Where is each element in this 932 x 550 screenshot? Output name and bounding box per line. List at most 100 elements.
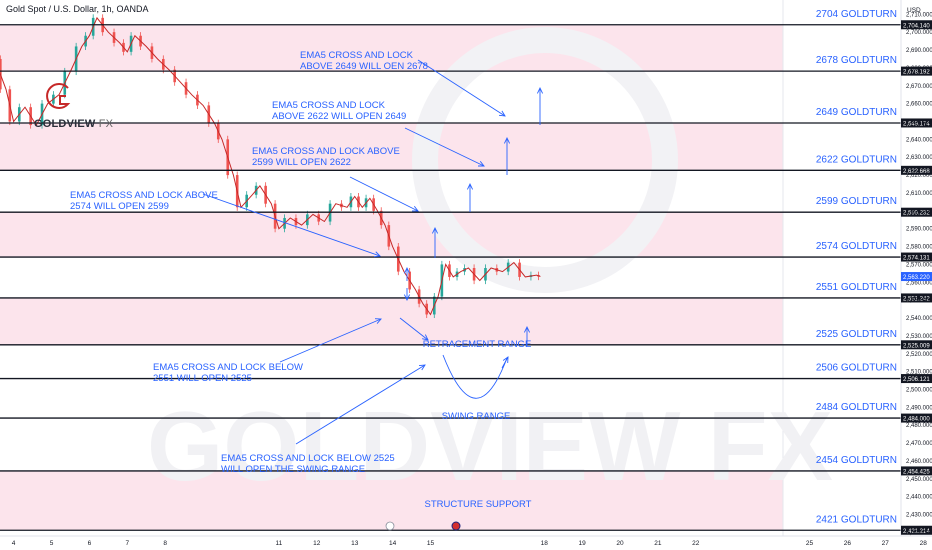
- price-tick-label: 2,430.000: [906, 513, 932, 519]
- price-tick-label: 2,440.000: [906, 495, 932, 501]
- arrow-head: [431, 226, 439, 234]
- zone-label: STRUCTURE SUPPORT: [425, 499, 532, 510]
- time-tick-label: 18: [541, 540, 549, 547]
- level-label: 2454 GOLDTURN: [816, 455, 897, 466]
- level-label: 2622 GOLDTURN: [816, 154, 897, 165]
- time-tick-label: 7: [125, 540, 129, 547]
- level-price-tag: [901, 20, 932, 30]
- arrow-head: [418, 364, 426, 371]
- annotation-text: EMA5 CROSS AND LOCK ABOVE: [70, 190, 218, 201]
- price-tick-label: 2,710.000: [906, 12, 932, 18]
- price-tick-label: 2,660.000: [906, 102, 932, 108]
- level-label: 2649 GOLDTURN: [816, 107, 897, 118]
- annotation-text: EMA5 CROSS AND LOCK ABOVE: [252, 146, 400, 157]
- arrow-head: [502, 356, 509, 364]
- level-label: 2551 GOLDTURN: [816, 282, 897, 293]
- current-price-tag: [901, 272, 932, 282]
- price-tick-label: 2,540.000: [906, 316, 932, 322]
- watermark: GOLDVIEW FX: [147, 27, 833, 501]
- level-price-tag-text: 2,421.214: [903, 529, 930, 535]
- level-price-tag-text: 2,454.425: [903, 469, 930, 475]
- annotation-text: EMA5 CROSS AND LOCK BELOW 2525: [221, 453, 395, 464]
- annotation-text: ABOVE 2622 WILL OPEN 2649: [272, 111, 406, 122]
- price-tick-label: 2,640.000: [906, 137, 932, 143]
- logo-name: GOLDVIEW: [34, 118, 96, 130]
- currency-label: USD: [907, 7, 921, 14]
- level-price-tag-text: 2,622.668: [903, 169, 930, 175]
- level-price-tag: [901, 340, 932, 350]
- level-price-tag-text: 2,649.174: [903, 121, 930, 127]
- arrow-line: [501, 356, 509, 369]
- current-price-tag-text: 2,563.220: [903, 275, 930, 281]
- swing-curve: [442, 354, 508, 399]
- arrow-head: [403, 266, 411, 274]
- level-price-tag: [901, 525, 932, 535]
- price-tick-label: 2,480.000: [906, 423, 932, 429]
- level-price-tag-text: 2,506.121: [903, 377, 930, 383]
- price-tick-label: 2,510.000: [906, 370, 932, 376]
- watermark-text: GOLDVIEW FX: [147, 391, 833, 501]
- arrow-line: [404, 127, 485, 167]
- time-tick-label: 20: [616, 540, 624, 547]
- price-tick-label: 2,450.000: [906, 477, 932, 483]
- pink-zone: [0, 212, 783, 258]
- price-tick-label: 2,470.000: [906, 441, 932, 447]
- level-price-tag: [901, 293, 932, 303]
- level-label: 2678 GOLDTURN: [816, 55, 897, 66]
- logo-mark-icon: [46, 83, 71, 109]
- level-price-tag-text: 2,525.009: [903, 343, 930, 349]
- annotation-text: EMA5 CROSS AND LOCK: [272, 100, 386, 111]
- arrow-head: [374, 318, 382, 324]
- arrow-head: [498, 110, 506, 117]
- time-tick-label: 19: [578, 540, 586, 547]
- pink-zone: [0, 297, 783, 345]
- level-price-tag-text: 2,574.131: [903, 256, 930, 262]
- arrow-line: [295, 364, 426, 445]
- time-tick-label: 5: [50, 540, 54, 547]
- arrow-head: [536, 86, 544, 94]
- arrow-head: [373, 251, 381, 258]
- price-axis: USD 2,704.140 2,678.192 2,649.174 2,622.668…: [900, 0, 932, 550]
- time-tick-label: 14: [389, 540, 397, 547]
- annotation-text: 2574 WILL OPEN 2599: [70, 201, 169, 212]
- watermark-emblem: [412, 27, 678, 293]
- us-flag-icon: [451, 521, 461, 531]
- annotation-text: 2551 WILL OPEN 2525: [153, 373, 252, 384]
- zone-label: SWING RANGE: [442, 411, 511, 422]
- time-tick-label: 15: [427, 540, 435, 547]
- time-tick-label: 21: [654, 540, 662, 547]
- price-tick-label: 2,550.000: [906, 298, 932, 304]
- event-icon: [385, 521, 395, 531]
- level-price-tag: [901, 466, 932, 476]
- price-tick-label: 2,490.000: [906, 405, 932, 411]
- annotation-text: EMA5 CROSS AND LOCK BELOW: [153, 362, 303, 373]
- event-markers[interactable]: [385, 521, 461, 531]
- level-price-tag-text: 2,704.140: [903, 23, 930, 29]
- level-price-tag-text: 2,678.192: [903, 70, 930, 76]
- goldview-logo: [46, 83, 71, 109]
- level-price-tag: [901, 118, 932, 128]
- level-price-tag: [901, 66, 932, 76]
- time-tick-label: 13: [351, 540, 359, 547]
- time-tick-label: 8: [163, 540, 167, 547]
- arrow-line: [202, 193, 381, 257]
- price-tick-label: 2,560.000: [906, 280, 932, 286]
- price-tick-label: 2,610.000: [906, 191, 932, 197]
- price-tick-label: 2,700.000: [906, 30, 932, 36]
- logo-wordmark: GOLDVIEW FX: [34, 118, 113, 130]
- price-tick-label: 2,690.000: [906, 48, 932, 54]
- annotation-text: EMA5 CROSS AND LOCK: [300, 50, 414, 61]
- arrow-head: [422, 334, 429, 341]
- level-label: 2484 GOLDTURN: [816, 402, 897, 413]
- time-tick-label: 6: [88, 540, 92, 547]
- level-price-tag: [901, 165, 932, 175]
- symbol-title: Gold Spot / U.S. Dollar, 1h, OANDA: [6, 4, 149, 14]
- price-tick-label: 2,600.000: [906, 209, 932, 215]
- level-price-tag-text: 2,599.232: [903, 211, 930, 217]
- level-label: 2574 GOLDTURN: [816, 241, 897, 252]
- level-lines: 2704 GOLDTURN 2678 GOLDTURN 2649 GOLDTURN 2…: [0, 9, 901, 531]
- level-price-tag-text: 2,551.242: [903, 296, 930, 302]
- arrow-head: [411, 205, 419, 212]
